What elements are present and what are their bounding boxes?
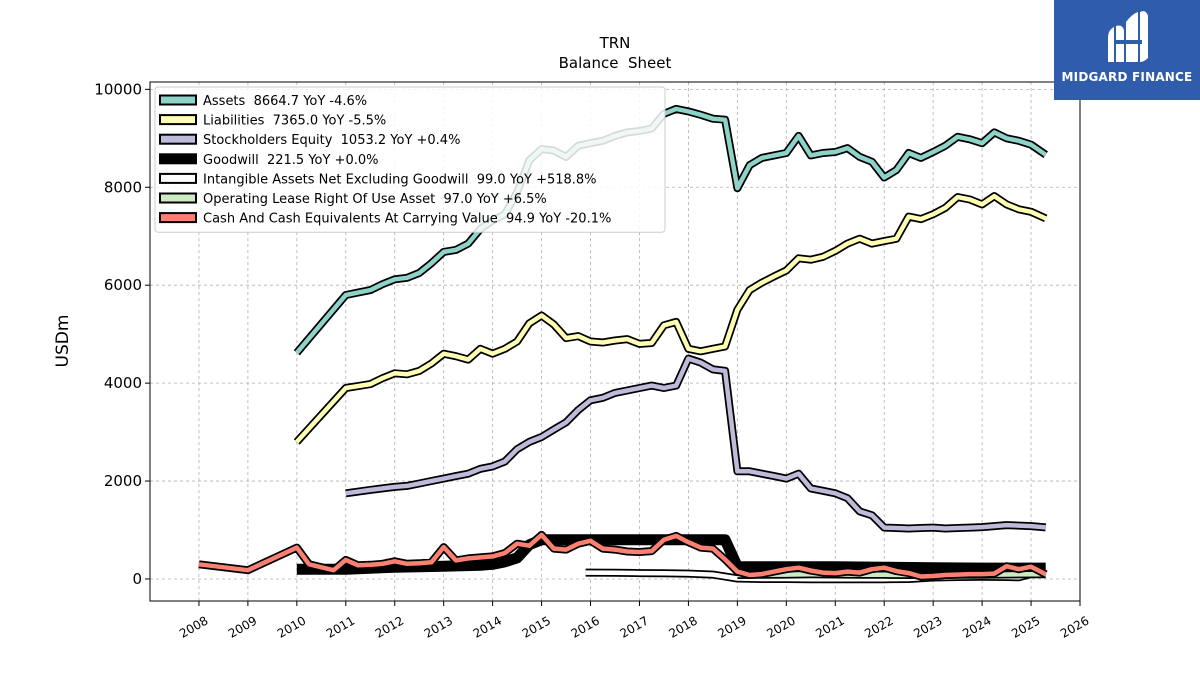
legend-label: Operating Lease Right Of Use Asset 97.0 …: [203, 192, 547, 207]
chart-subtitle: Balance Sheet: [559, 54, 672, 72]
legend-swatch: [159, 133, 197, 145]
legend-swatch: [159, 172, 197, 184]
series-line: [198, 532, 1047, 579]
legend-box: [154, 86, 666, 233]
series-line: [345, 356, 1046, 531]
chart-title: TRN: [599, 34, 631, 52]
series-line: [295, 106, 1047, 355]
legend-label: Goodwill 221.5 YoY +0.0%: [203, 153, 378, 168]
y-tick-label: 4000: [104, 374, 142, 392]
legend-swatch: [159, 192, 197, 204]
y-tick-label: 8000: [104, 178, 142, 196]
legend-swatch: [159, 153, 197, 165]
legend-label: Cash And Cash Equivalents At Carrying Va…: [203, 212, 611, 227]
midgard-logo-icon: [1108, 11, 1148, 63]
y-axis-label: USDm: [53, 315, 73, 368]
legend-swatch: [159, 212, 197, 224]
y-tick-label: 6000: [104, 276, 142, 294]
plot-area-frame: [149, 81, 1081, 602]
brand-logo: MIDGARD FINANCE: [1054, 0, 1200, 100]
legend-label: Intangible Assets Net Excluding Goodwill…: [203, 172, 597, 187]
legend-label: Liabilities 7365.0 YoY -5.5%: [203, 114, 386, 129]
legend-swatch: [159, 114, 197, 126]
brand-name: MIDGARD FINANCE: [1061, 70, 1193, 84]
y-tick-label: 2000: [104, 472, 142, 490]
legend-label: Stockholders Equity 1053.2 YoY +0.4%: [203, 133, 460, 148]
series-lines: [198, 104, 1048, 584]
y-tick-label: 10000: [94, 80, 142, 98]
legend-swatch: [159, 94, 197, 106]
series-line: [295, 193, 1047, 444]
legend-label: Assets 8664.7 YoY -4.6%: [203, 94, 367, 109]
y-tick-label: 0: [132, 570, 142, 588]
legend: Assets 8664.7 YoY -4.6% Liabilities 7365.…: [154, 86, 666, 233]
series-line-outline: [296, 534, 1046, 575]
